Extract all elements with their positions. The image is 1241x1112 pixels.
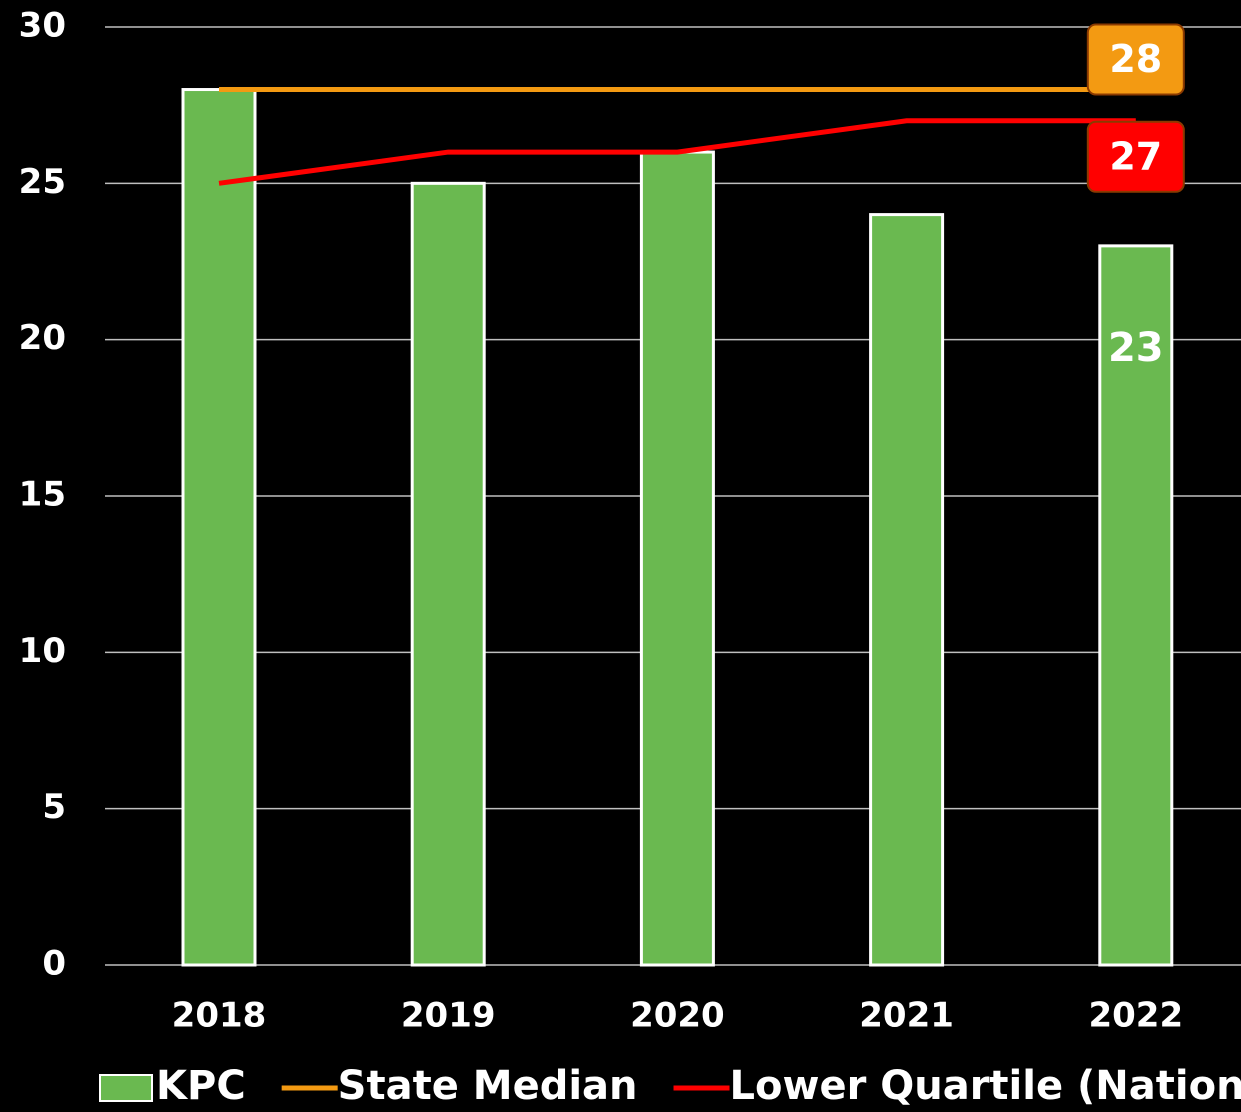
data-label: 27	[1109, 134, 1162, 178]
x-tick-label: 2021	[859, 996, 954, 1036]
y-tick-label: 10	[19, 631, 66, 671]
x-tick-label: 2019	[401, 996, 496, 1036]
bar	[869, 213, 945, 967]
legend-label: Lower Quartile (National)	[730, 1063, 1241, 1109]
data-label: 23	[1108, 325, 1164, 371]
y-tick-label: 0	[42, 944, 66, 984]
line	[218, 118, 1136, 186]
label-box	[1086, 120, 1185, 193]
bar	[410, 181, 486, 967]
x-tick-label: 2022	[1088, 996, 1183, 1036]
x-tick-label: 2018	[172, 996, 267, 1036]
bar	[181, 88, 257, 967]
bar	[639, 150, 715, 967]
y-tick-label: 5	[42, 787, 66, 827]
data-label: 28	[1109, 37, 1162, 81]
y-tick-label: 20	[19, 318, 66, 358]
y-tick-label: 15	[19, 475, 66, 515]
label-box	[1086, 23, 1185, 96]
legend-label: KPC	[156, 1063, 246, 1109]
legend-swatch	[99, 1074, 153, 1102]
y-tick-label: 25	[19, 162, 66, 202]
legend-label: State Median	[338, 1063, 638, 1109]
x-tick-label: 2020	[630, 996, 725, 1036]
bar	[1098, 244, 1174, 967]
y-tick-label: 30	[19, 6, 66, 46]
